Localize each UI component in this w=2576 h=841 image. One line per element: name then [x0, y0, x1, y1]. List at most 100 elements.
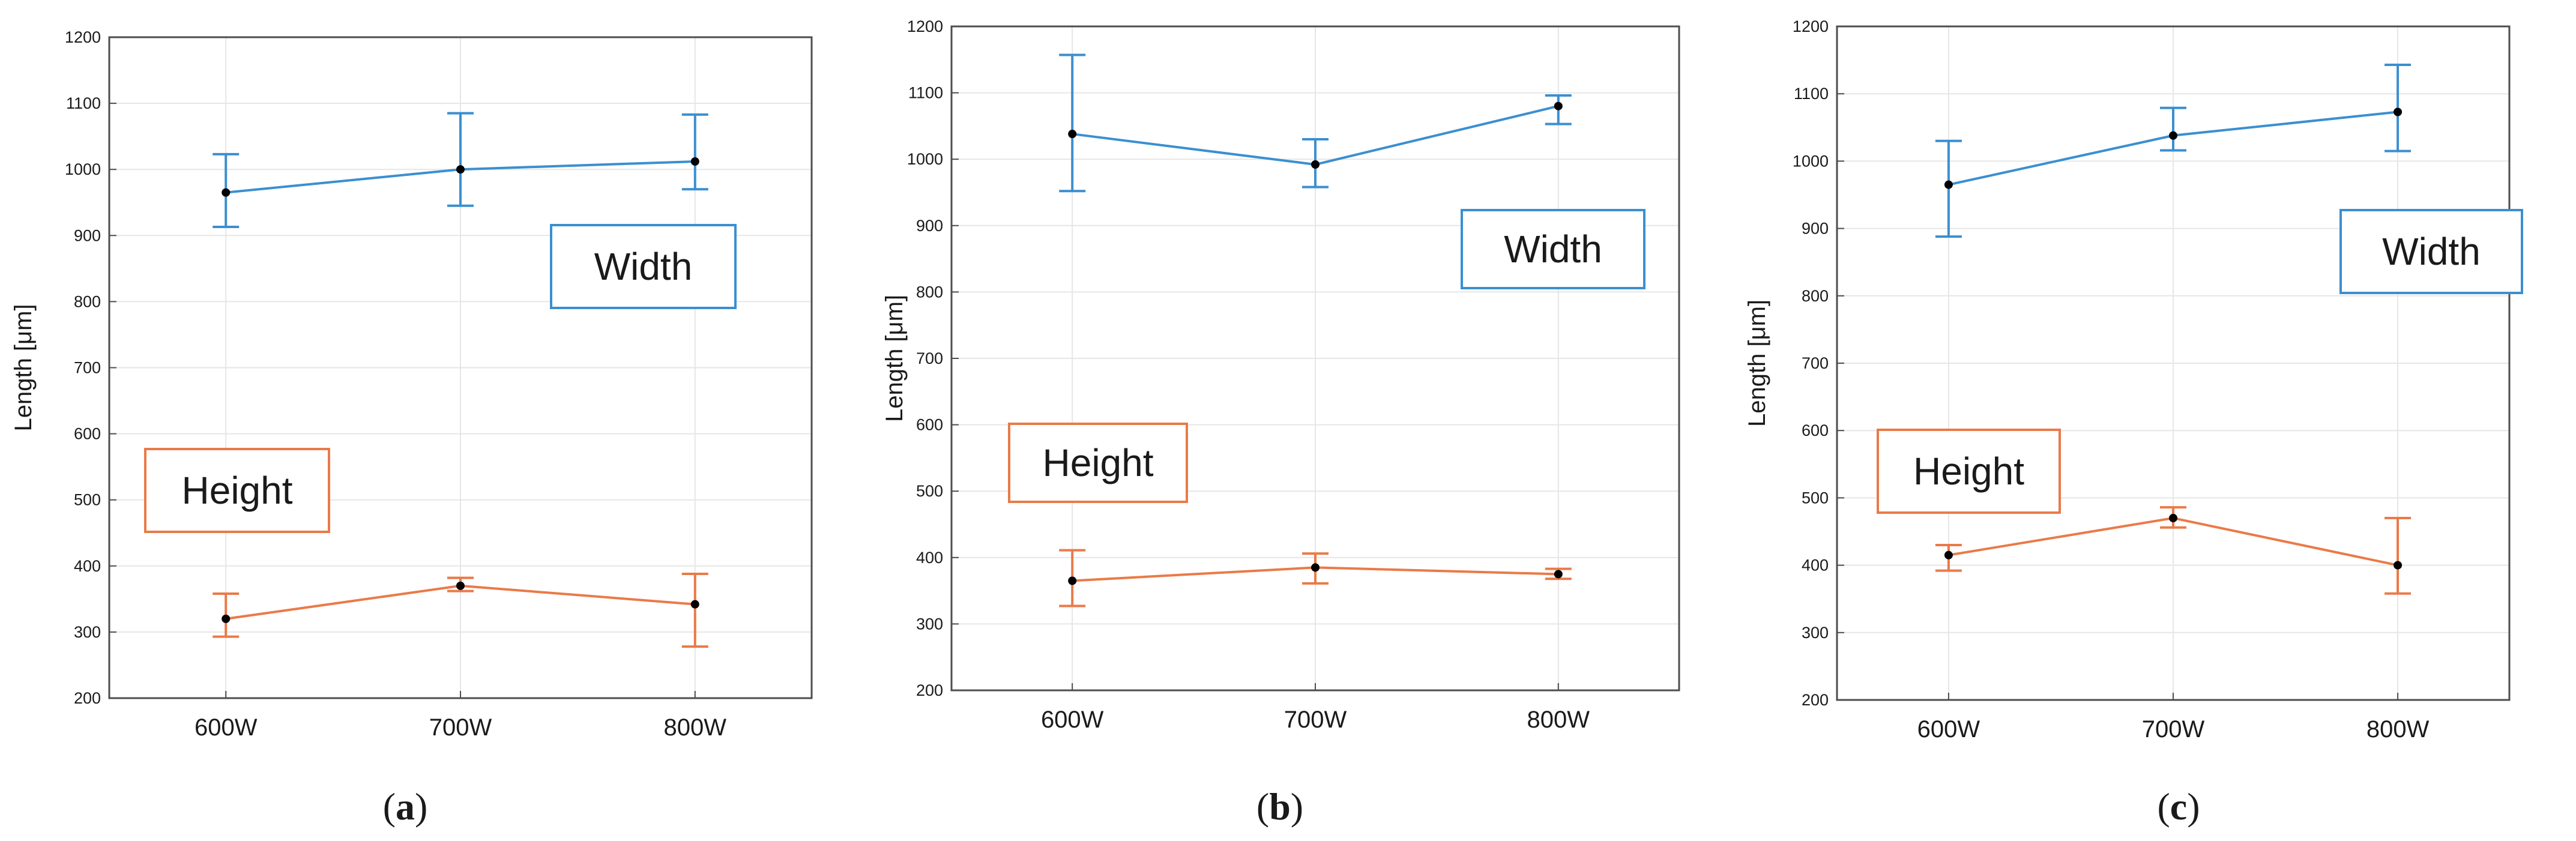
- annotation-height: Height: [144, 448, 330, 533]
- caption-paren-open: (: [2157, 785, 2170, 828]
- y-tick-label: 1200: [907, 17, 943, 35]
- x-tick-label: 800W: [1527, 707, 1590, 733]
- data-point: [1068, 576, 1077, 585]
- x-tick-label: 800W: [664, 714, 727, 741]
- caption-paren-open: (: [383, 785, 396, 828]
- y-tick-label: 1200: [1793, 17, 1829, 35]
- data-point: [2169, 514, 2177, 523]
- y-tick-label: 500: [916, 482, 943, 500]
- panel-caption: (c): [2157, 785, 2200, 828]
- x-tick-label: 600W: [1917, 716, 1980, 743]
- y-tick-label: 800: [74, 292, 101, 310]
- annotation-width: Width: [1461, 209, 1645, 289]
- y-tick-label: 700: [916, 349, 943, 367]
- annotation-box: [2339, 209, 2523, 294]
- y-tick-label: 600: [1802, 421, 1829, 439]
- y-tick-label: 1100: [908, 84, 943, 102]
- caption-paren-open: (: [1256, 785, 1269, 828]
- annotation-box: [1008, 423, 1188, 503]
- y-tick-label: 300: [916, 615, 943, 633]
- data-point: [1311, 160, 1320, 169]
- data-point: [456, 581, 465, 590]
- annotation-height: Height: [1008, 423, 1188, 503]
- data-point: [690, 157, 699, 166]
- y-tick-label: 300: [74, 623, 101, 641]
- x-tick-label: 800W: [2366, 716, 2430, 743]
- data-point: [690, 600, 699, 609]
- annotation-box: [144, 448, 330, 533]
- x-tick-label: 700W: [2142, 716, 2205, 743]
- data-point: [1554, 101, 1563, 110]
- annotation-text: Height: [1043, 441, 1154, 484]
- y-axis-label: Length [μm]: [10, 304, 37, 431]
- y-tick-label: 800: [916, 283, 943, 301]
- caption-paren-close: ): [2187, 785, 2200, 828]
- y-tick-label: 1000: [65, 160, 101, 178]
- data-point: [1944, 550, 1953, 559]
- y-tick-label: 500: [1802, 489, 1829, 507]
- y-tick-label: 1200: [65, 28, 101, 46]
- series-height: [1059, 549, 1572, 607]
- annotation-text: Width: [1504, 228, 1602, 271]
- y-tick-label: 700: [1802, 354, 1829, 372]
- data-point: [2394, 107, 2403, 116]
- panel-caption: (a): [383, 785, 428, 828]
- annotation-text: Width: [594, 245, 693, 288]
- chart-panel-b: 200 300 400 500 600 700 800 900 1000 1100 1200 600W…: [881, 17, 1680, 828]
- y-tick-label: 900: [74, 226, 101, 244]
- data-point: [1068, 130, 1077, 139]
- annotation-box: [1877, 429, 2061, 514]
- y-tick-label: 600: [74, 425, 101, 443]
- y-tick-label: 300: [1802, 624, 1829, 642]
- annotation-text: Height: [1913, 450, 2024, 493]
- annotation-text: Height: [182, 469, 293, 512]
- caption-paren-close: ): [1291, 785, 1303, 828]
- series-width: [1935, 63, 2412, 238]
- y-tick-label: 400: [1802, 556, 1829, 574]
- y-tick-label: 800: [1802, 287, 1829, 305]
- x-tick-label: 600W: [195, 714, 258, 741]
- data-point: [1944, 180, 1953, 189]
- caption-paren-close: ): [415, 785, 427, 828]
- annotation-text: Width: [2382, 230, 2481, 273]
- x-tick-label: 600W: [1041, 707, 1104, 733]
- y-tick-label: 200: [74, 689, 101, 707]
- y-tick-label: 200: [1802, 691, 1829, 709]
- annotation-width: Width: [2339, 209, 2523, 294]
- series-width: [213, 112, 708, 228]
- data-point: [2394, 561, 2403, 570]
- y-tick-label: 200: [916, 681, 943, 699]
- y-tick-label: 500: [74, 491, 101, 509]
- y-axis-label: Length [μm]: [881, 295, 908, 422]
- y-tick-label: 400: [916, 549, 943, 567]
- panel-caption: (b): [1256, 785, 1303, 828]
- y-tick-label: 700: [74, 359, 101, 377]
- caption-letter: c: [2170, 785, 2187, 828]
- data-point: [2169, 131, 2177, 140]
- y-tick-label: 1100: [1794, 85, 1829, 103]
- caption-letter: a: [396, 785, 415, 828]
- x-tick-label: 700W: [1284, 707, 1347, 733]
- series-width: [1059, 53, 1572, 193]
- y-tick-label: 400: [74, 557, 101, 575]
- y-tick-label: 900: [1802, 220, 1829, 238]
- x-tick-label: 700W: [429, 714, 492, 741]
- y-axis-label: Length [μm]: [1744, 300, 1770, 427]
- panels: 200300400500600700800900100011001200600W…: [10, 17, 2523, 828]
- data-point: [456, 165, 465, 174]
- y-tick-label: 1100: [66, 94, 101, 112]
- caption-letter: b: [1269, 785, 1291, 828]
- y-tick-label: 600: [916, 416, 943, 434]
- chart-panel-c: 200 300 400 500 600 700 800 900 1000 1100 1200 600W…: [1744, 17, 2523, 828]
- annotation-height: Height: [1877, 429, 2061, 514]
- data-point: [1311, 563, 1320, 572]
- chart-panel-a: 200 300 400 500 600 700 800 900 1000 1100 1200 600W…: [10, 28, 813, 828]
- y-tick-label: 1000: [1793, 152, 1829, 170]
- y-tick-label: 900: [916, 217, 943, 235]
- y-tick-label: 1000: [907, 150, 943, 168]
- data-point: [222, 614, 231, 623]
- series-height: [1935, 506, 2412, 595]
- data-point: [1554, 570, 1563, 579]
- data-point: [222, 188, 231, 197]
